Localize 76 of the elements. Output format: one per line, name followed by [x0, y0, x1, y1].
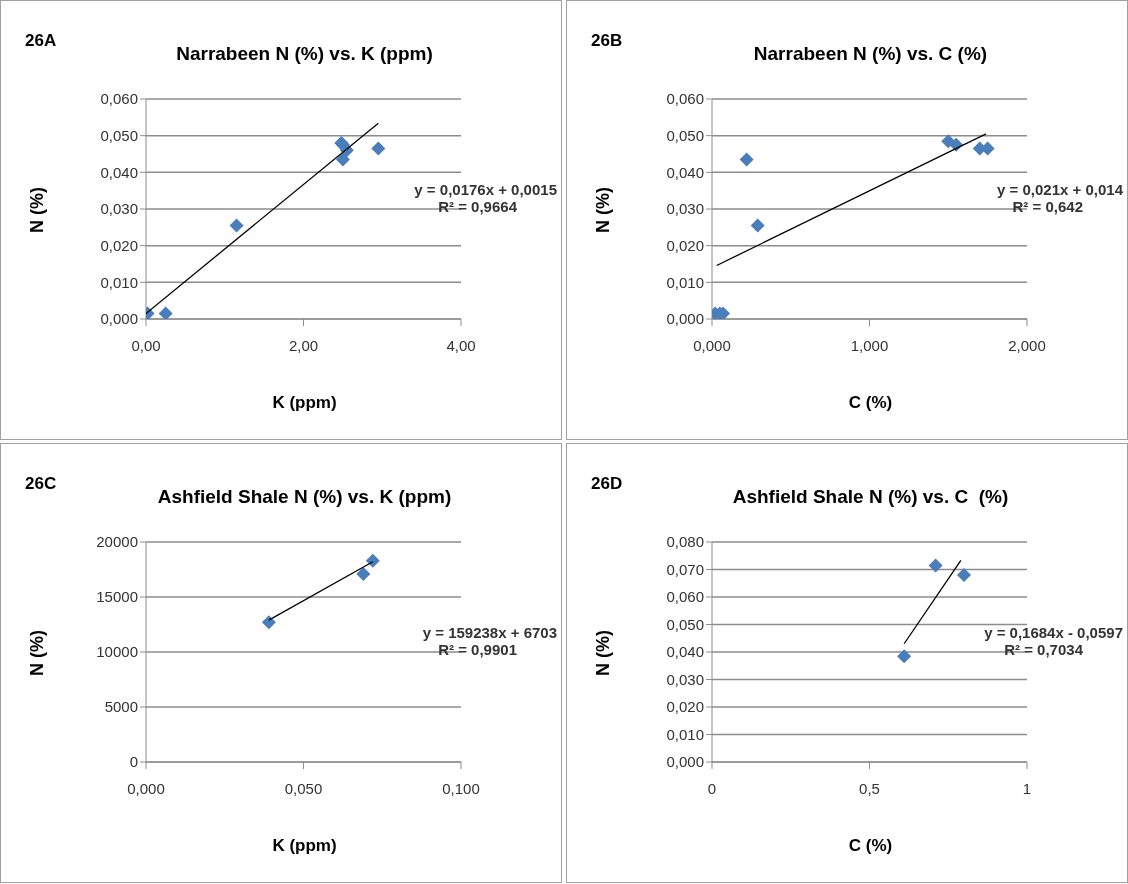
point — [957, 568, 971, 582]
text: 26D — [591, 474, 623, 494]
y-tick-label: 0,010 — [100, 273, 138, 291]
point — [897, 649, 912, 664]
chart-title: Ashfield Shale N (%) vs. C (%) — [731, 486, 1010, 508]
annotation: y = 0,0176x + 0,0015 — [414, 181, 557, 198]
x-tick-label: 0,100 — [442, 779, 480, 797]
y-tick-label: 0,010 — [666, 725, 704, 743]
x-axis-title: K (ppm) — [271, 393, 338, 413]
y-tick-label: 0,070 — [666, 560, 704, 578]
x-tick-label: 1,000 — [850, 336, 889, 354]
y-tick-label: 0,020 — [666, 698, 704, 716]
annotation: y = 159238x + 6703 — [422, 624, 557, 641]
y-tick-label: 0,060 — [666, 90, 704, 108]
y-tick-label: 5000 — [104, 698, 138, 716]
y-tick-label: 0,010 — [666, 273, 704, 291]
x-tick-label: 2,000 — [1008, 336, 1046, 354]
text: 26A — [25, 31, 57, 51]
annotation: R² = 0,642 — [1011, 198, 1083, 215]
y-tick-label: 0,060 — [100, 90, 138, 108]
point — [261, 615, 276, 630]
point — [371, 141, 386, 156]
x-axis-title: K (ppm) — [271, 836, 338, 856]
annotation: R² = 0,7034 — [1003, 641, 1083, 658]
y-tick-label: 0,060 — [666, 588, 704, 606]
y-tick-label: 10000 — [96, 643, 138, 661]
x-tick-label: 1 — [1022, 779, 1032, 797]
chart-title: Ashfield Shale N (%) vs. K (ppm) — [156, 486, 453, 508]
y-tick-label: 0,040 — [100, 163, 138, 181]
annotation: R² = 0,9664 — [437, 198, 517, 215]
x-tick-label: 0 — [707, 779, 717, 797]
chart-title: Narrabeen N (%) vs. K (ppm) — [175, 43, 434, 65]
y-tick-label: 15000 — [96, 588, 138, 606]
y-axis-title: N (%) — [26, 630, 48, 676]
x-axis-title: C (%) — [847, 836, 894, 856]
y-tick-label: 0,050 — [666, 615, 704, 633]
annotation: y = 0,1684x - 0,0597 — [984, 624, 1123, 641]
y-tick-label: 0,040 — [666, 163, 704, 181]
text: 26B — [591, 31, 623, 51]
y-tick-label: 0,030 — [666, 670, 704, 688]
x-tick-label: 0,00 — [131, 336, 161, 354]
x-tick-label: 4,00 — [446, 336, 476, 354]
annotation: R² = 0,9901 — [437, 641, 517, 658]
x-tick-label: 0,000 — [127, 779, 165, 797]
y-tick-label: 0,050 — [666, 126, 704, 144]
text: 26C — [25, 474, 57, 494]
y-tick-label: 0,000 — [100, 310, 138, 328]
y-tick-label: 0,040 — [666, 643, 704, 661]
x-tick-label: 2,00 — [288, 336, 319, 354]
point — [750, 218, 765, 233]
x-tick-label: 0,5 — [859, 779, 880, 797]
y-tick-label: 0,000 — [666, 753, 704, 771]
point — [229, 218, 244, 233]
y-tick-label: 0,050 — [100, 126, 138, 144]
x-axis-title: C (%) — [847, 393, 894, 413]
y-tick-label: 0,080 — [666, 533, 704, 551]
point — [365, 553, 380, 568]
y-tick-label: 0,030 — [100, 200, 138, 218]
x-tick-label: 0,000 — [693, 336, 731, 354]
point — [739, 152, 754, 167]
y-tick-label: 0,030 — [666, 200, 704, 218]
annotation: y = 0,021x + 0,014 — [997, 181, 1123, 198]
y-tick-label: 0,020 — [100, 236, 138, 254]
point — [335, 152, 350, 167]
y-axis-title: N (%) — [26, 187, 48, 233]
y-axis-title: N (%) — [592, 630, 614, 676]
y-tick-label: 20000 — [96, 533, 138, 551]
chart-title: Narrabeen N (%) vs. C (%) — [752, 43, 989, 65]
y-tick-label: 0,000 — [666, 310, 704, 328]
x-tick-label: 0,050 — [284, 779, 323, 797]
point — [928, 558, 943, 573]
point — [356, 566, 371, 581]
y-axis-title: N (%) — [592, 187, 614, 233]
point — [158, 306, 173, 319]
y-tick-label: 0,020 — [666, 236, 704, 254]
y-tick-label: 0 — [129, 753, 138, 771]
